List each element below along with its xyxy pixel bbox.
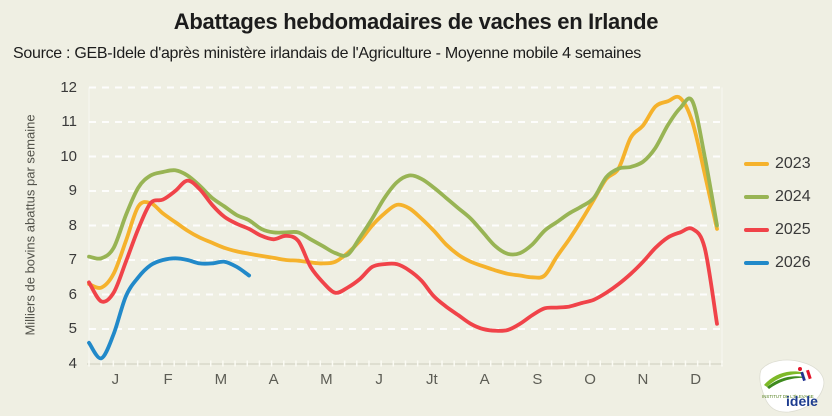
month-label-3: M [214,371,228,388]
series-line-2023 [87,94,719,290]
legend-item-2024: 2024 [744,187,811,207]
month-label-5: M [320,371,333,388]
legend-swatch-2023 [744,162,769,166]
chart-title: Abattages hebdomadaires de vaches en Irl… [173,9,659,34]
legend-label-2023: 2023 [775,155,811,172]
y-tick-label-7: 7 [68,251,77,268]
logo-flag [800,369,812,382]
y-tick-label-6: 6 [68,285,77,303]
legend: 2023 2024 2025 2026 [744,154,811,286]
month-label-7: Jt [426,371,438,388]
y-tick-label-10: 10 [60,147,77,165]
series-line-2025 [87,178,719,333]
legend-label-2024: 2024 [775,188,811,205]
y-tick-label-5: 5 [68,320,77,337]
legend-swatch-2024 [744,195,769,199]
legend-label-2026: 2026 [775,254,811,271]
month-label-1: J [111,371,120,388]
legend-item-2026: 2026 [744,253,811,273]
y-tick-label-12: 12 [60,78,77,96]
month-label-2: F [163,371,173,388]
y-tick-label-8: 8 [68,216,77,234]
legend-swatch-2026 [744,261,769,265]
logo-brand: idele [786,393,818,409]
logo-caption: INSTITUT DE L'ÉLEVAGE [762,394,814,399]
y-tick-label-9: 9 [68,182,77,199]
month-label-6: J [375,371,383,388]
legend-label-2025: 2025 [775,221,811,238]
month-label-11: N [637,371,649,388]
month-label-8: A [479,371,490,388]
month-label-10: O [584,371,596,388]
idele-logo: INSTITUT DE L'ÉLEVAGE idele [759,359,825,413]
chart-source-subtitle: Source : GEB-Idele d'après ministère irl… [13,45,642,62]
month-label-4: A [268,371,279,388]
logo-red-dot [798,367,802,371]
y-tick-label-4: 4 [68,354,77,372]
legend-swatch-2025 [744,228,769,232]
series-line-2026 [87,256,251,361]
logo-leaf-swoosh [764,371,810,387]
legend-item-2023: 2023 [744,154,811,174]
y-tick-label-11: 11 [61,113,77,130]
legend-item-2025: 2025 [744,220,811,240]
month-label-9: S [532,371,543,388]
series-line-2024 [87,96,719,261]
month-label-12: D [690,371,702,388]
